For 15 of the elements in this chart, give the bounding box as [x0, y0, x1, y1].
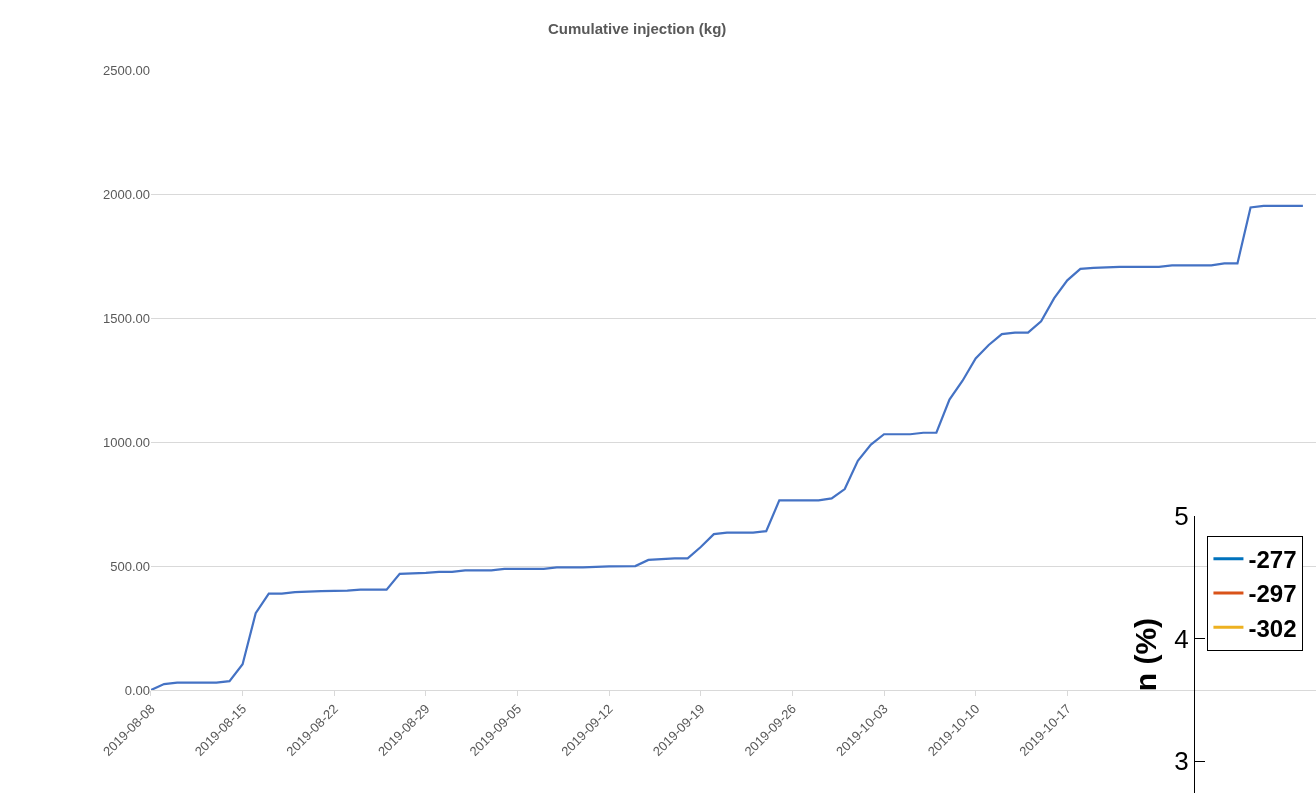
y-axis-title: n (%) [1129, 617, 1163, 692]
y-tick-label: 500.00 [110, 558, 150, 574]
legend-label: -277 [1248, 546, 1297, 574]
y-tick-label: 0.00 [124, 682, 150, 698]
y-tick-label: 2500.00 [102, 62, 150, 78]
y-tick-label: 4 [1174, 623, 1189, 654]
y-tick-label: 5 [1174, 501, 1189, 532]
legend-label: -297 [1248, 580, 1297, 608]
legend-label: -302 [1248, 614, 1297, 642]
y-tick-label: 3 [1174, 746, 1189, 777]
y-tick-label: 1500.00 [102, 310, 150, 326]
y-tick-label: 2000.00 [102, 186, 150, 202]
chart-title: Cumulative injection (kg) [548, 20, 727, 37]
line-series [150, 204, 1305, 691]
y-tick-label: 1000.00 [102, 434, 150, 450]
